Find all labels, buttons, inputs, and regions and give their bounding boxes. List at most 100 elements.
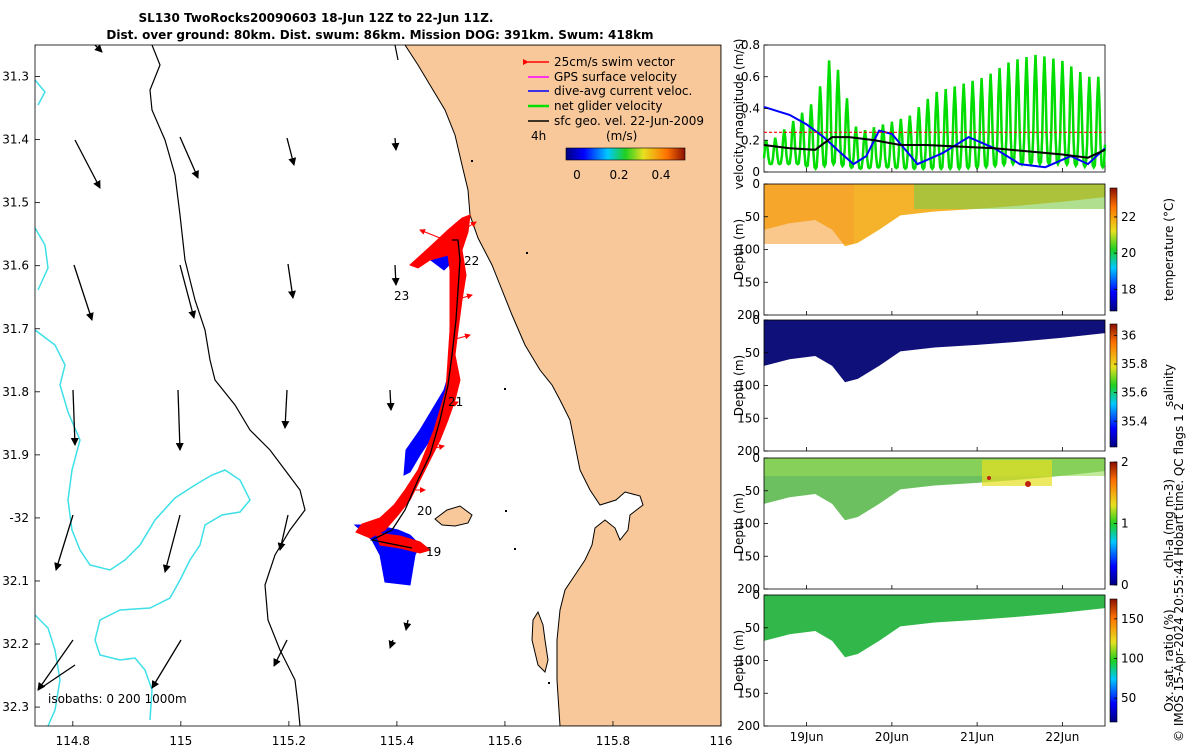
colorbar-tick: 0 bbox=[573, 168, 581, 182]
day-label: 19 bbox=[426, 545, 441, 559]
temperature-cool-patch bbox=[914, 184, 1105, 209]
map-panel: 19 20 21 22 23 25cm/ bbox=[2, 44, 733, 748]
chlorophyll-panel: 0 50 100 150 200 Depth (m) 0 1 2 chl-a (mg m-3) bbox=[732, 451, 1176, 596]
oxygen-ylabel: Depth (m) bbox=[732, 630, 746, 691]
map-x-tick-label: 115 bbox=[169, 734, 192, 748]
chlorophyll-y-tick-label: 150 bbox=[737, 549, 760, 563]
map-y-tick-label: 31.4 bbox=[2, 133, 29, 147]
chlorophyll-colorbar-tick-label: 1 bbox=[1121, 517, 1129, 531]
map-x-tick-label: 116 bbox=[710, 734, 733, 748]
velocity-y-tick-label: 0.8 bbox=[741, 38, 760, 52]
isobath-1000m bbox=[35, 45, 399, 726]
legend-gps-velocity: GPS surface velocity bbox=[554, 70, 677, 84]
chlorophyll-ylabel: Depth (m) bbox=[732, 493, 746, 554]
map-y-axis: 31.3 31.4 31.5 31.6 31.7 31.8 31.9 -32 32.1 32.2 3… bbox=[2, 70, 40, 714]
colorbar-tick: 0.4 bbox=[651, 168, 670, 182]
map-y-tick-label: 31.7 bbox=[2, 322, 29, 336]
velocity-panel: 0 0.2 0.4 0.6 0.8 velocity magnitude (m/s) bbox=[732, 38, 1107, 189]
map-x-tick-label: 115.4 bbox=[380, 734, 414, 748]
figure-title-line2: Dist. over ground: 80km. Dist. swum: 86k… bbox=[106, 28, 653, 42]
salinity-y-tick-label: 100 bbox=[737, 379, 760, 393]
velocity-y-tick-label: 0 bbox=[752, 165, 760, 179]
map-x-tick-label: 115.2 bbox=[272, 734, 306, 748]
oxygen-colorbar bbox=[1109, 598, 1118, 723]
oxygen-y-tick-label: 150 bbox=[737, 686, 760, 700]
map-y-tick-label: 32.3 bbox=[2, 700, 29, 714]
temperature-panel: 0 50 100 150 200 Depth (m) 18 20 22 temperature (… bbox=[732, 177, 1176, 322]
geostrophic-arrows bbox=[37, 45, 412, 691]
day-label: 20 bbox=[417, 504, 432, 518]
map-x-tick-label: 114.8 bbox=[56, 734, 90, 748]
salinity-panel: 0 50 100 150 200 Depth (m) 35.4 35.6 35.8 36 salin… bbox=[732, 313, 1176, 458]
chl-hotspot bbox=[1025, 481, 1031, 487]
legend-dive-avg-current: dive-avg current veloc. bbox=[554, 84, 692, 98]
time-step-label: 4h bbox=[531, 129, 546, 143]
x-tick-label: 19Jun bbox=[790, 730, 824, 744]
map-y-tick-label: 31.5 bbox=[2, 196, 29, 210]
map-y-tick-label: 32.1 bbox=[2, 574, 29, 588]
chlorophyll-colorbar-tick-label: 0 bbox=[1121, 578, 1129, 592]
temperature-y-tick-label: 150 bbox=[737, 275, 760, 289]
salinity-y-tick-label: 150 bbox=[737, 411, 760, 425]
map-y-tick-label: 31.6 bbox=[2, 259, 29, 273]
salinity-y-tick-label: 200 bbox=[737, 444, 760, 458]
salinity-colorbar-tick-label: 35.8 bbox=[1121, 357, 1148, 371]
swim-vectors bbox=[355, 214, 477, 554]
legend-sfc-geo-velocity: sfc geo. vel. 22-Jun-2009 bbox=[554, 114, 704, 128]
temperature-colorbar-tick-label: 20 bbox=[1121, 246, 1136, 260]
oxygen-colorbar-label: Ox. sat. ratio (%) bbox=[1162, 609, 1176, 711]
map-x-tick-label: 115.8 bbox=[596, 734, 630, 748]
chlorophyll-y-tick-label: 50 bbox=[745, 484, 760, 498]
colorbar-tick: 0.2 bbox=[609, 168, 628, 182]
map-x-tick-label: 115.6 bbox=[488, 734, 522, 748]
x-tick-label: 22Jun bbox=[1045, 730, 1079, 744]
salinity-colorbar-tick-label: 36 bbox=[1121, 328, 1136, 342]
chlorophyll-y-tick-label: 0 bbox=[752, 451, 760, 465]
map-y-tick-label: 31.8 bbox=[2, 385, 29, 399]
map-x-axis: 114.8 115 115.2 115.4 115.6 115.8 116 bbox=[56, 721, 733, 748]
temperature-ylabel: Depth (m) bbox=[732, 219, 746, 280]
temperature-y-tick-label: 200 bbox=[737, 308, 760, 322]
day-label: 23 bbox=[394, 289, 409, 303]
islet-markers bbox=[471, 160, 550, 684]
map-y-tick-label: -32 bbox=[9, 511, 29, 525]
velocity-series-line bbox=[763, 105, 1106, 169]
salinity-y-tick-label: 50 bbox=[745, 346, 760, 360]
day-label: 21 bbox=[448, 395, 463, 409]
temperature-colorbar-label: temperature (°C) bbox=[1162, 198, 1176, 301]
velocity-series-line bbox=[762, 54, 1107, 172]
isobath-200m bbox=[35, 79, 251, 726]
chl-high-patch bbox=[982, 460, 1052, 486]
temperature-colorbar-tick-label: 18 bbox=[1121, 282, 1136, 296]
velocity-y-tick-label: 0.2 bbox=[741, 133, 760, 147]
salinity-data-area bbox=[764, 320, 1105, 383]
salinity-ylabel: Depth (m) bbox=[732, 355, 746, 416]
speed-colorbar bbox=[565, 147, 686, 161]
isobath-note: isobaths: 0 200 1000m bbox=[48, 692, 187, 706]
temperature-colorbar-tick-label: 22 bbox=[1121, 210, 1136, 224]
chl-hotspot bbox=[987, 476, 991, 480]
legend-net-glider-velocity: net glider velocity bbox=[554, 99, 662, 113]
velocity-y-tick-label: 0.4 bbox=[741, 102, 760, 116]
figure-title-line1: SL130 TwoRocks20090603 18-Jun 12Z to 22-… bbox=[139, 11, 494, 25]
x-tick-label: 20Jun bbox=[875, 730, 909, 744]
glider-track bbox=[370, 239, 461, 549]
map-legend: 25cm/s swim vector GPS surface velocity … bbox=[523, 55, 704, 182]
chlorophyll-y-tick-label: 200 bbox=[737, 582, 760, 596]
map-y-tick-label: 31.9 bbox=[2, 448, 29, 462]
temperature-y-tick-label: 0 bbox=[752, 177, 760, 191]
oxygen-y-tick-label: 50 bbox=[745, 621, 760, 635]
island bbox=[434, 505, 473, 527]
colorbar-unit: (m/s) bbox=[606, 129, 637, 143]
salinity-y-tick-label: 0 bbox=[752, 313, 760, 327]
salinity-colorbar-label: salinity bbox=[1162, 364, 1176, 407]
land-mass bbox=[404, 45, 721, 726]
chlorophyll-colorbar-tick-label: 2 bbox=[1121, 455, 1129, 469]
map-y-tick-label: 31.3 bbox=[2, 70, 29, 84]
map-frame bbox=[34, 44, 722, 727]
chlorophyll-y-tick-label: 100 bbox=[737, 517, 760, 531]
velocity-y-tick-label: 0.6 bbox=[741, 70, 760, 84]
map-y-tick-label: 32.2 bbox=[2, 637, 29, 651]
